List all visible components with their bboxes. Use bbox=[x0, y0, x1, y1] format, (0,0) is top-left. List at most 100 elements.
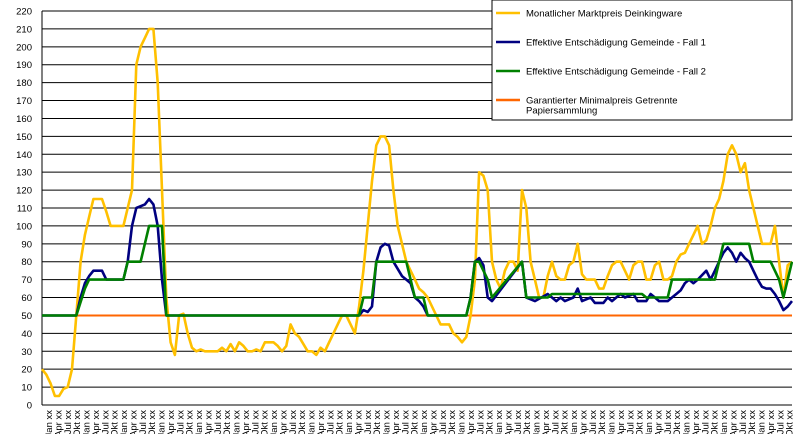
x-tick-label: Jul xx bbox=[775, 410, 786, 434]
y-tick-label: 70 bbox=[21, 275, 32, 286]
x-tick-label: Apr xx bbox=[653, 410, 664, 434]
x-tick-label: Apr xx bbox=[241, 410, 252, 434]
x-tick-label: Jan xx bbox=[44, 410, 55, 434]
x-tick-label: Jul xx bbox=[738, 410, 749, 434]
x-tick-label: Okt xx bbox=[185, 410, 196, 434]
x-tick-label: Jul xx bbox=[438, 410, 449, 434]
y-tick-label: 210 bbox=[16, 24, 32, 35]
x-tick-label: Okt xx bbox=[747, 410, 758, 434]
x-tick-label: Apr xx bbox=[353, 410, 364, 434]
y-tick-label: 10 bbox=[21, 383, 32, 394]
x-tick-label: Jul xx bbox=[550, 410, 561, 434]
x-tick-label: Jan xx bbox=[82, 410, 93, 434]
y-tick-label: 50 bbox=[21, 311, 32, 322]
y-tick-label: 40 bbox=[21, 329, 32, 340]
y-tick-label: 110 bbox=[17, 204, 32, 215]
x-tick-label: Jan xx bbox=[269, 410, 280, 434]
y-tick-label: 150 bbox=[16, 132, 32, 143]
x-tick-label: Jul xx bbox=[625, 410, 636, 434]
y-tick-label: 170 bbox=[16, 96, 32, 107]
x-tick-label: Apr xx bbox=[128, 410, 139, 434]
x-tick-label: Jan xx bbox=[457, 410, 468, 434]
y-axis: 0 10 20 30 40 50 60 70 80 90 100 110 120 130 140 150 160… bbox=[16, 7, 43, 412]
x-tick-label: Okt xx bbox=[147, 410, 158, 434]
x-tick-label: Jan xx bbox=[157, 410, 168, 434]
x-tick-label: Jan xx bbox=[719, 410, 730, 434]
x-tick-label: Jan xx bbox=[344, 410, 355, 434]
x-tick-label: Okt xx bbox=[110, 410, 121, 434]
x-tick-label: Apr xx bbox=[203, 410, 214, 434]
x-tick-label: Jul xx bbox=[700, 410, 711, 434]
x-tick-label: Apr xx bbox=[428, 410, 439, 434]
x-tick-label: Jan xx bbox=[382, 410, 393, 434]
series-line-2 bbox=[42, 224, 793, 317]
y-tick-label: 60 bbox=[21, 293, 32, 304]
x-tick-label: Okt xx bbox=[710, 410, 721, 434]
x-tick-label: Okt xx bbox=[447, 410, 458, 434]
legend-label: Effektive Entschädigung Gemeinde - Fall … bbox=[526, 38, 706, 49]
y-tick-label: 80 bbox=[21, 257, 32, 268]
y-tick-label: 190 bbox=[16, 60, 32, 71]
legend-label: Effektive Entschädigung Gemeinde - Fall … bbox=[526, 67, 706, 78]
x-tick-label: Okt xx bbox=[485, 410, 496, 434]
y-tick-label: 180 bbox=[16, 78, 32, 89]
x-tick-label: Jul xx bbox=[588, 410, 599, 434]
y-tick-label: 30 bbox=[21, 347, 32, 358]
y-tick-label: 220 bbox=[16, 7, 32, 18]
x-tick-label: Okt xx bbox=[672, 410, 683, 434]
x-tick-label: Okt xx bbox=[72, 410, 83, 434]
x-tick-label: Jul xx bbox=[363, 410, 374, 434]
x-tick-label: Okt xx bbox=[372, 410, 383, 434]
x-tick-label: Jul xx bbox=[288, 410, 299, 434]
x-tick-label: Jul xx bbox=[138, 410, 149, 434]
y-tick-label: 160 bbox=[16, 114, 32, 125]
series-line-1 bbox=[42, 197, 793, 317]
x-tick-label: Jul xx bbox=[175, 410, 186, 434]
y-tick-label: 200 bbox=[16, 42, 32, 53]
x-tick-label: Jan xx bbox=[232, 410, 243, 434]
x-tick-label: Okt xx bbox=[335, 410, 346, 434]
y-tick-label: 0 bbox=[27, 401, 32, 412]
x-tick-label: Jan xx bbox=[494, 410, 505, 434]
x-tick-label: Apr xx bbox=[91, 410, 102, 434]
x-tick-label: Apr xx bbox=[278, 410, 289, 434]
y-tick-label: 140 bbox=[16, 150, 32, 161]
x-tick-label: Jan xx bbox=[569, 410, 580, 434]
x-tick-label: Okt xx bbox=[522, 410, 533, 434]
x-tick-label: Apr xx bbox=[541, 410, 552, 434]
x-tick-label: Okt xx bbox=[785, 410, 793, 434]
y-tick-label: 90 bbox=[21, 239, 32, 250]
legend-label: Monatlicher Marktpreis Deinkingware bbox=[526, 9, 682, 20]
x-tick-label: Apr xx bbox=[391, 410, 402, 434]
x-tick-label: Okt xx bbox=[635, 410, 646, 434]
x-tick-label: Apr xx bbox=[53, 410, 64, 434]
x-tick-label: Apr xx bbox=[616, 410, 627, 434]
y-tick-label: 100 bbox=[16, 221, 32, 232]
x-tick-label: Apr xx bbox=[316, 410, 327, 434]
x-tick-label: Jan xx bbox=[757, 410, 768, 434]
x-tick-label: Okt xx bbox=[597, 410, 608, 434]
x-tick-label: Apr xx bbox=[691, 410, 702, 434]
x-tick-label: Jul xx bbox=[513, 410, 524, 434]
x-tick-label: Okt xx bbox=[297, 410, 308, 434]
x-tick-label: Apr xx bbox=[166, 410, 177, 434]
x-tick-label: Jan xx bbox=[682, 410, 693, 434]
x-tick-label: Jul xx bbox=[400, 410, 411, 434]
x-tick-label: Jul xx bbox=[475, 410, 486, 434]
x-tick-label: Jul xx bbox=[663, 410, 674, 434]
x-tick-label: Jul xx bbox=[250, 410, 261, 434]
x-tick-label: Okt xx bbox=[410, 410, 421, 434]
x-tick-label: Jul xx bbox=[63, 410, 74, 434]
legend-label: Garantierter Minimalpreis Getrennte Papie… bbox=[526, 96, 678, 117]
x-tick-label: Apr xx bbox=[578, 410, 589, 434]
x-tick-label: Jan xx bbox=[194, 410, 205, 434]
y-tick-label: 20 bbox=[21, 365, 32, 376]
x-tick-label: Apr xx bbox=[503, 410, 514, 434]
y-tick-label: 120 bbox=[16, 186, 32, 197]
x-tick-label: Okt xx bbox=[260, 410, 271, 434]
x-tick-label: Jul xx bbox=[100, 410, 111, 434]
x-tick-label: Jan xx bbox=[532, 410, 543, 434]
x-tick-label: Apr xx bbox=[466, 410, 477, 434]
